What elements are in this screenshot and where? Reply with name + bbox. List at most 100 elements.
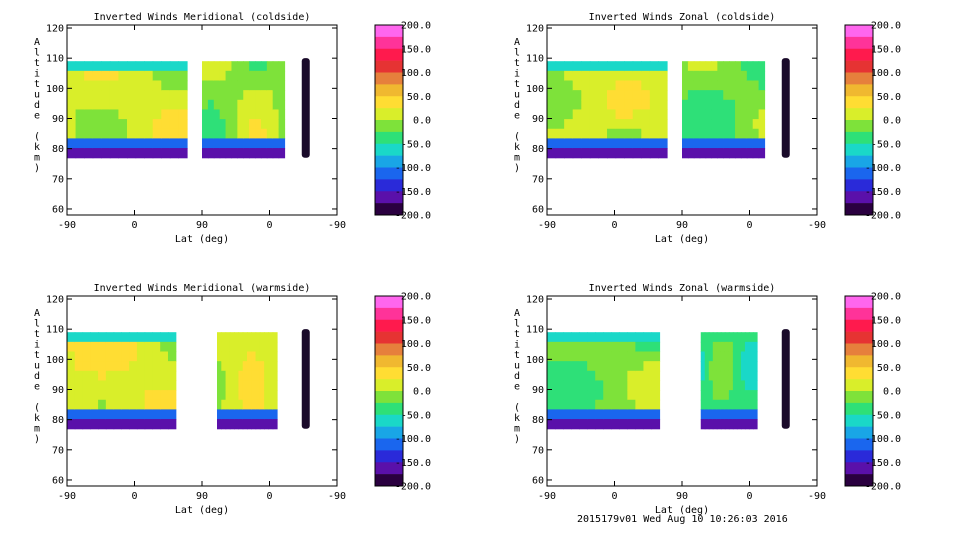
- heatmap-cell: [736, 399, 742, 410]
- heatmap-cell: [729, 148, 736, 159]
- heatmap-cell: [259, 409, 265, 420]
- heatmap-cell: [152, 332, 161, 343]
- heatmap-cell: [268, 361, 274, 372]
- heatmap-cell: [729, 61, 736, 72]
- heatmap-cell: [272, 370, 278, 382]
- heatmap-cell: [624, 148, 634, 159]
- heatmap-cell: [547, 61, 557, 72]
- x-ticks: -90 0 90 0 -90: [58, 25, 346, 231]
- heatmap-cell: [723, 119, 730, 130]
- heatmap-cell: [615, 61, 625, 72]
- heatmap-cell: [152, 148, 162, 159]
- heatmap-cell: [547, 70, 557, 82]
- heatmap-cell: [563, 361, 572, 372]
- heatmap-cell: [728, 409, 734, 420]
- colorbar-swatch: [845, 462, 873, 475]
- heatmap-cell: [84, 61, 94, 72]
- heatmap-cell: [272, 80, 280, 91]
- x-tick-label: 90: [676, 220, 688, 231]
- heatmap-cell: [729, 80, 736, 91]
- heatmap-cell: [169, 109, 180, 120]
- heatmap-cell: [225, 380, 231, 391]
- heatmap-cell: [752, 399, 758, 410]
- heatmap-cell: [207, 80, 215, 91]
- heatmap-cell: [611, 399, 620, 410]
- heatmap-cell: [121, 370, 130, 382]
- heatmap-cell: [735, 99, 742, 111]
- heatmap-cell: [728, 341, 734, 353]
- heatmap-cell: [740, 61, 748, 72]
- heatmap-cell: [90, 419, 99, 430]
- heatmap-cell: [238, 341, 244, 353]
- heatmap-cell: [555, 138, 565, 149]
- heatmap-cell: [547, 90, 557, 101]
- x-axis-label: Lat (deg): [655, 505, 709, 516]
- heatmap-cell: [547, 351, 556, 362]
- heatmap-sliver: [301, 58, 310, 158]
- heatmap-cell: [272, 399, 278, 410]
- colorbar-swatch: [845, 379, 873, 392]
- colorbar-label: 150.0: [871, 315, 901, 326]
- heatmap-area: [67, 329, 310, 430]
- heatmap-cell: [152, 138, 162, 149]
- heatmap-cell: [563, 351, 572, 362]
- heatmap-cell: [74, 419, 84, 430]
- heatmap-cell: [121, 399, 130, 410]
- heatmap-cell: [700, 341, 706, 353]
- heatmap-cell: [249, 138, 256, 149]
- heatmap-cell: [736, 341, 742, 353]
- heatmap-cell: [135, 61, 145, 72]
- heatmap-cell: [752, 99, 760, 111]
- heatmap-cell: [75, 119, 85, 130]
- heatmap-cell: [581, 99, 591, 111]
- colorbar-label: -50.0: [871, 410, 901, 421]
- y-ticks: 60 70 80 90 100 110 120: [526, 295, 817, 486]
- heatmap-cell: [720, 419, 726, 430]
- heatmap-cell: [624, 138, 634, 149]
- colorbar-swatch: [375, 191, 403, 204]
- heatmap-cell: [249, 148, 256, 159]
- heatmap-cell: [225, 99, 233, 111]
- heatmap-cell: [732, 390, 738, 401]
- heatmap-cell: [121, 390, 130, 401]
- heatmap-cell: [161, 109, 171, 120]
- heatmap-cell: [167, 409, 177, 420]
- heatmap-cell: [243, 61, 250, 72]
- heatmap-cell: [278, 128, 286, 139]
- heatmap-cell: [152, 109, 162, 120]
- heatmap-cell: [693, 119, 701, 130]
- heatmap-cell: [555, 109, 565, 120]
- heatmap-cell: [571, 380, 580, 391]
- heatmap-cell: [732, 370, 738, 382]
- heatmap-cell: [75, 138, 85, 149]
- heatmap-cell: [603, 409, 612, 420]
- heatmap-cell: [649, 61, 660, 72]
- heatmap-cell: [607, 80, 617, 91]
- heatmap-cell: [144, 90, 154, 101]
- heatmap-cell: [105, 351, 115, 362]
- heatmap-cell: [127, 70, 137, 82]
- heatmap-cell: [225, 148, 233, 159]
- heatmap-cell: [135, 138, 145, 149]
- x-tick-label: 0: [131, 491, 137, 502]
- heatmap-cell: [724, 370, 730, 382]
- heatmap-cell: [746, 90, 754, 101]
- colorbar-swatch: [375, 355, 403, 368]
- x-tick-label: 90: [676, 491, 688, 502]
- heatmap-cell: [693, 70, 701, 82]
- heatmap-cell: [627, 370, 636, 382]
- heatmap-cell: [705, 90, 713, 101]
- heatmap-cell: [641, 138, 651, 149]
- heatmap-cell: [152, 90, 162, 101]
- heatmap-cell: [144, 138, 154, 149]
- heatmap-cell: [711, 99, 718, 111]
- heatmap-cell: [90, 409, 99, 420]
- colorbar-label: -200.0: [865, 211, 901, 222]
- heatmap-cell: [658, 138, 668, 149]
- heatmap-cell: [98, 409, 107, 420]
- heatmap-cell: [127, 80, 137, 91]
- heatmap-cell: [752, 351, 758, 362]
- heatmap-cell: [92, 109, 102, 120]
- heatmap-cell: [67, 70, 77, 82]
- heatmap-cell: [178, 61, 188, 72]
